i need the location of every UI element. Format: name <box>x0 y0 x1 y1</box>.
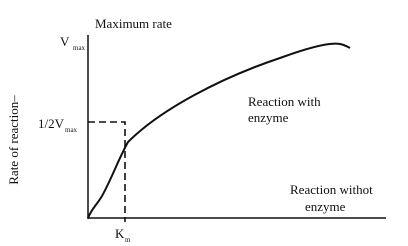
vmax-subscript: max <box>73 44 86 52</box>
without-enzyme-line: Reaction withot <box>290 182 373 197</box>
axis-label: Rate of reaction– <box>6 95 21 185</box>
enzyme-curve <box>87 42 351 219</box>
half-vmax-symbol: 1/2V <box>38 116 65 131</box>
km-subscript: m <box>125 236 131 244</box>
without-enzyme-line: enzyme <box>305 199 346 214</box>
with-enzyme-line: Reaction with <box>248 94 321 109</box>
half-vmax-subscript: max <box>65 126 78 134</box>
max-label: Maximum rate <box>95 16 172 31</box>
dashed-guide <box>88 121 126 222</box>
km-symbol: K <box>115 226 125 241</box>
with-enzyme-line: enzyme <box>248 110 289 125</box>
vmax-symbol: V <box>60 34 70 49</box>
